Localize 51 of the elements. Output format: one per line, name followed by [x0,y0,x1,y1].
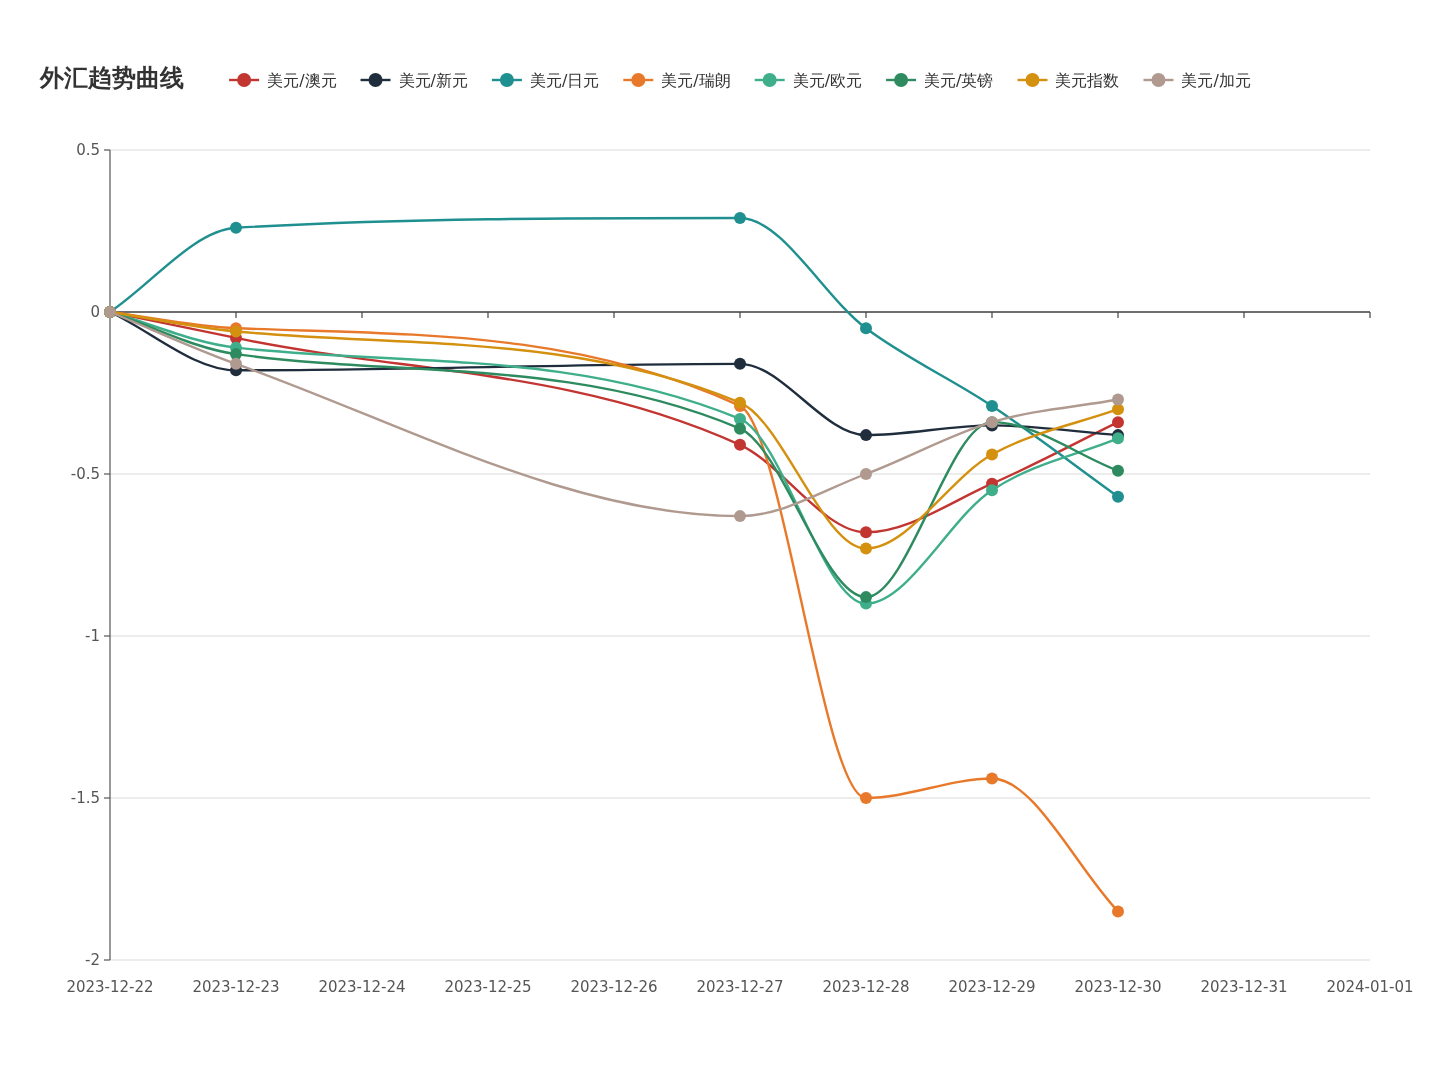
legend-label: 美元指数 [1055,71,1120,90]
legend-label: 美元/澳元 [267,71,337,90]
point [1112,905,1124,918]
x-tick-label: 2023-12-22 [66,978,154,996]
x-tick-label: 2023-12-26 [570,978,658,996]
x-tick-label: 2023-12-30 [1074,978,1162,996]
y-tick-label: 0.5 [76,141,100,159]
legend-label: 美元/日元 [529,71,600,90]
x-tick-label: 2023-12-29 [948,978,1036,996]
legend-label: 美元/英镑 [924,71,994,90]
point [860,526,872,539]
point [1112,490,1124,503]
x-tick-label: 2023-12-23 [192,978,280,996]
point [986,484,998,497]
point [1112,393,1124,406]
point [986,772,998,785]
point [734,357,746,370]
point [860,429,872,442]
point [860,468,872,480]
point [734,212,746,225]
point [1112,416,1124,429]
x-tick-label: 2023-12-28 [822,978,910,996]
point [734,412,746,425]
y-tick-label: -1 [85,627,100,645]
point [734,510,746,523]
x-tick-label: 2024-01-01 [1326,978,1414,996]
y-tick-label: 0 [90,303,100,321]
legend-label: 美元/加元 [1181,71,1251,90]
legend-label: 美元/欧元 [792,71,863,90]
point [1112,403,1124,416]
point [986,448,998,461]
x-tick-label: 2023-12-24 [318,978,406,996]
point [860,322,872,335]
x-tick-label: 2023-12-25 [444,978,532,996]
point [986,399,998,412]
legend-label: 美元/新元 [398,71,468,90]
point [734,422,746,435]
y-tick-label: -2 [85,951,100,969]
point [230,357,242,370]
point [860,591,872,604]
x-tick-label: 2023-12-27 [696,978,784,996]
point [734,438,746,451]
point [860,542,872,555]
legend-label: 美元/瑞朗 [661,71,731,90]
y-tick-label: -0.5 [70,465,100,483]
point [1112,464,1124,477]
point [860,792,872,804]
point [230,221,242,234]
chart-title: 外汇趋势曲线 [39,64,184,92]
y-tick-label: -1.5 [70,789,100,807]
x-tick-label: 2023-12-31 [1200,978,1288,996]
